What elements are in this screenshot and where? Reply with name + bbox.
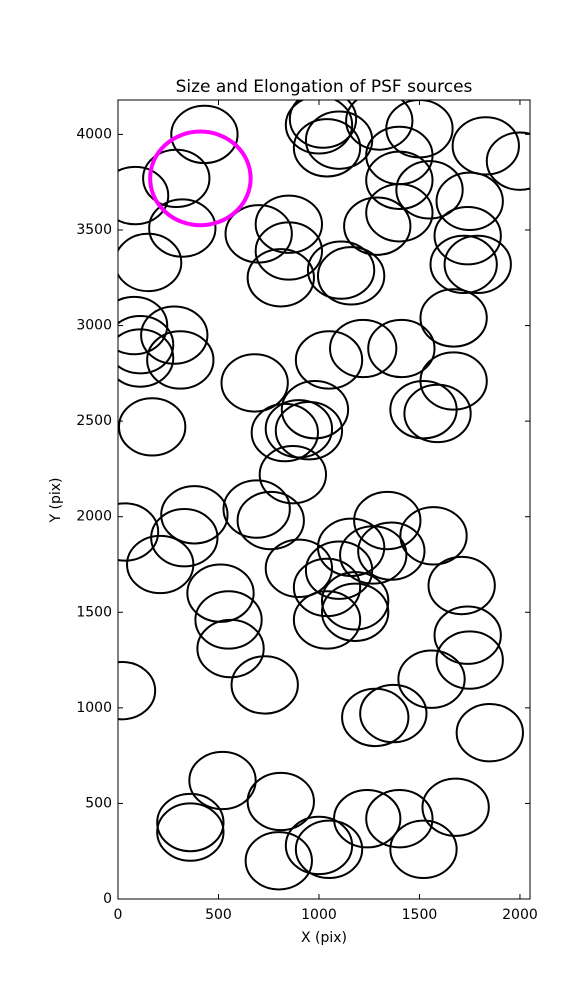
y-tick-label: 0 [103, 891, 112, 907]
psf-ellipse [118, 328, 175, 388]
psf-ellipse [292, 590, 362, 650]
psf-ellipse [194, 590, 263, 650]
psf-ellipse [365, 150, 434, 210]
psf-ellipse [118, 295, 169, 356]
psf-ellipse [230, 655, 299, 715]
psf-ellipse [118, 165, 170, 226]
chart-title: Size and Elongation of PSF sources [176, 77, 473, 97]
psf-ellipse [395, 160, 464, 220]
psf-ellipse [345, 100, 414, 151]
psf-ellipse [435, 630, 504, 690]
psf-ellipse [222, 479, 291, 539]
psf-ellipse [150, 508, 219, 568]
psf-ellipse [451, 116, 520, 176]
psf-ellipse [359, 683, 428, 744]
psf-ellipse [306, 240, 376, 300]
psf-ellipse [443, 234, 512, 295]
psf-ellipse [427, 555, 496, 616]
psf-ellipse [118, 232, 183, 293]
psf-ellipse [329, 318, 398, 379]
psf-ellipse [435, 171, 504, 231]
psf-ellipse [389, 379, 458, 440]
psf-ellipse [292, 118, 362, 178]
psf-ellipse [196, 618, 265, 679]
psf-ellipse [397, 649, 466, 709]
psf-ellipse [118, 660, 157, 721]
psf-ellipse [316, 246, 386, 306]
psf-ellipse [140, 305, 209, 365]
psf-ellipse [485, 131, 530, 191]
axes-frame [117, 99, 531, 900]
psf-ellipse [429, 234, 498, 295]
psf-ellipse [365, 183, 434, 243]
psf-ellipse [357, 521, 426, 581]
psf-ellipse [220, 353, 289, 413]
psf-ellipse [333, 789, 402, 849]
psf-ellipse [365, 789, 434, 849]
y-tick-label: 2500 [76, 413, 112, 429]
psf-ellipse [118, 315, 175, 375]
psf-ellipse [236, 490, 305, 551]
y-tick-label: 500 [85, 795, 112, 811]
x-tick-label: 1000 [301, 907, 337, 923]
psf-ellipse [343, 196, 412, 256]
psf-ellipse [118, 502, 160, 562]
psf-ellipse [353, 490, 422, 551]
y-tick-label: 3000 [76, 318, 112, 334]
plot-area [118, 100, 530, 891]
psf-ellipse [320, 582, 390, 642]
psf-ellipse [250, 402, 319, 463]
psf-ellipse [367, 318, 436, 379]
psf-ellipse [146, 330, 215, 390]
y-axis-label: Y (pix) [48, 478, 64, 524]
psf-ellipse [421, 777, 490, 837]
psf-ellipse [399, 506, 468, 566]
x-tick-label: 0 [114, 907, 123, 923]
y-tick-label: 4000 [76, 126, 112, 142]
x-axis-label: X (pix) [301, 930, 347, 946]
psf-ellipse [156, 792, 225, 853]
psf-ellipse [246, 248, 315, 308]
psf-ellipse [403, 383, 472, 444]
psf-ellipse [284, 100, 354, 155]
x-tick-label: 500 [205, 907, 232, 923]
psf-ellipse [389, 819, 458, 879]
psf-ellipse [288, 100, 358, 149]
psf-ellipse [274, 401, 344, 461]
y-tick-label: 2000 [76, 509, 112, 525]
psf-ellipse [148, 198, 217, 258]
psf-ellipse [433, 206, 502, 266]
x-tick-label: 2000 [502, 907, 538, 923]
psf-ellipse [142, 148, 211, 209]
y-tick-label: 1000 [76, 700, 112, 716]
y-tick-label: 3500 [76, 222, 112, 238]
psf-ellipse [284, 815, 354, 876]
psf-ellipse [118, 397, 187, 457]
psf-ellipse [258, 444, 328, 505]
psf-ellipse [264, 538, 334, 598]
psf-ellipse [455, 703, 524, 763]
psf-ellipse [254, 194, 323, 254]
psf-ellipse [246, 771, 315, 832]
psf-ellipse [433, 605, 502, 665]
psf-ellipse [419, 288, 488, 348]
psf-ellipse [160, 485, 229, 545]
psf-ellipse [294, 330, 364, 390]
psf-ellipse [280, 379, 350, 440]
psf-ellipse [156, 802, 225, 862]
psf-ellipse [188, 750, 257, 811]
psf-ellipse [320, 571, 390, 631]
psf-ellipse [294, 819, 364, 879]
psf-ellipse [254, 221, 323, 281]
psf-ellipse [148, 129, 253, 228]
psf-ellipse [244, 831, 313, 891]
y-tick-label: 1500 [76, 604, 112, 620]
x-tick-label: 1500 [402, 907, 438, 923]
